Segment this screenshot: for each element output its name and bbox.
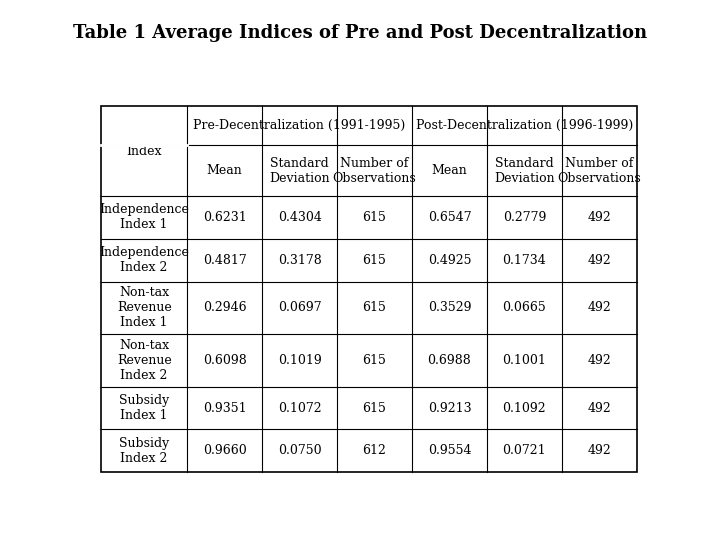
Text: 612: 612 bbox=[363, 444, 387, 457]
Text: 615: 615 bbox=[363, 402, 387, 415]
Text: Independence
Index 1: Independence Index 1 bbox=[99, 204, 189, 231]
Text: 0.6231: 0.6231 bbox=[203, 211, 246, 224]
Text: 0.9554: 0.9554 bbox=[428, 444, 472, 457]
Text: 0.6098: 0.6098 bbox=[203, 354, 246, 367]
Text: Subsidy
Index 1: Subsidy Index 1 bbox=[119, 394, 169, 422]
Text: Non-tax
Revenue
Index 1: Non-tax Revenue Index 1 bbox=[117, 286, 171, 329]
Text: 0.1019: 0.1019 bbox=[278, 354, 322, 367]
Text: 0.6547: 0.6547 bbox=[428, 211, 472, 224]
Text: Mean: Mean bbox=[207, 164, 243, 177]
Text: 0.3178: 0.3178 bbox=[278, 254, 322, 267]
Text: Standard
Deviation: Standard Deviation bbox=[269, 157, 330, 185]
Text: 0.4304: 0.4304 bbox=[278, 211, 322, 224]
Text: 0.0750: 0.0750 bbox=[278, 444, 321, 457]
Text: 492: 492 bbox=[588, 211, 611, 224]
Text: Number of
Observations: Number of Observations bbox=[557, 157, 642, 185]
Text: 0.2779: 0.2779 bbox=[503, 211, 546, 224]
Text: 0.0697: 0.0697 bbox=[278, 301, 321, 314]
Text: Number of
Observations: Number of Observations bbox=[333, 157, 416, 185]
Text: Table 1 Average Indices of Pre and Post Decentralization: Table 1 Average Indices of Pre and Post … bbox=[73, 24, 647, 42]
Text: 0.9660: 0.9660 bbox=[203, 444, 246, 457]
Text: Subsidy
Index 2: Subsidy Index 2 bbox=[119, 437, 169, 465]
Text: Non-tax
Revenue
Index 2: Non-tax Revenue Index 2 bbox=[117, 339, 171, 382]
Text: 0.3529: 0.3529 bbox=[428, 301, 472, 314]
Text: 492: 492 bbox=[588, 301, 611, 314]
Text: 615: 615 bbox=[363, 301, 387, 314]
Text: 0.9213: 0.9213 bbox=[428, 402, 472, 415]
Text: 0.0665: 0.0665 bbox=[503, 301, 546, 314]
Text: 0.9351: 0.9351 bbox=[203, 402, 246, 415]
Text: 0.4817: 0.4817 bbox=[203, 254, 246, 267]
Text: 0.0721: 0.0721 bbox=[503, 444, 546, 457]
Text: 615: 615 bbox=[363, 354, 387, 367]
Text: 0.1072: 0.1072 bbox=[278, 402, 321, 415]
Text: 492: 492 bbox=[588, 444, 611, 457]
Text: 492: 492 bbox=[588, 402, 611, 415]
Text: Pre-Decentralization (1991-1995): Pre-Decentralization (1991-1995) bbox=[194, 119, 406, 132]
Text: 0.4925: 0.4925 bbox=[428, 254, 472, 267]
Text: 0.1734: 0.1734 bbox=[503, 254, 546, 267]
Text: Index: Index bbox=[127, 145, 162, 158]
Text: 615: 615 bbox=[363, 211, 387, 224]
Text: 0.1001: 0.1001 bbox=[503, 354, 546, 367]
Text: Post-Decentralization (1996-1999): Post-Decentralization (1996-1999) bbox=[416, 119, 633, 132]
Text: Mean: Mean bbox=[431, 164, 467, 177]
Text: 615: 615 bbox=[363, 254, 387, 267]
Text: Independence
Index 2: Independence Index 2 bbox=[99, 246, 189, 274]
Text: 0.2946: 0.2946 bbox=[203, 301, 246, 314]
Text: 492: 492 bbox=[588, 254, 611, 267]
Text: Standard
Deviation: Standard Deviation bbox=[494, 157, 554, 185]
Text: 0.6988: 0.6988 bbox=[428, 354, 472, 367]
Text: 0.1092: 0.1092 bbox=[503, 402, 546, 415]
Text: 492: 492 bbox=[588, 354, 611, 367]
